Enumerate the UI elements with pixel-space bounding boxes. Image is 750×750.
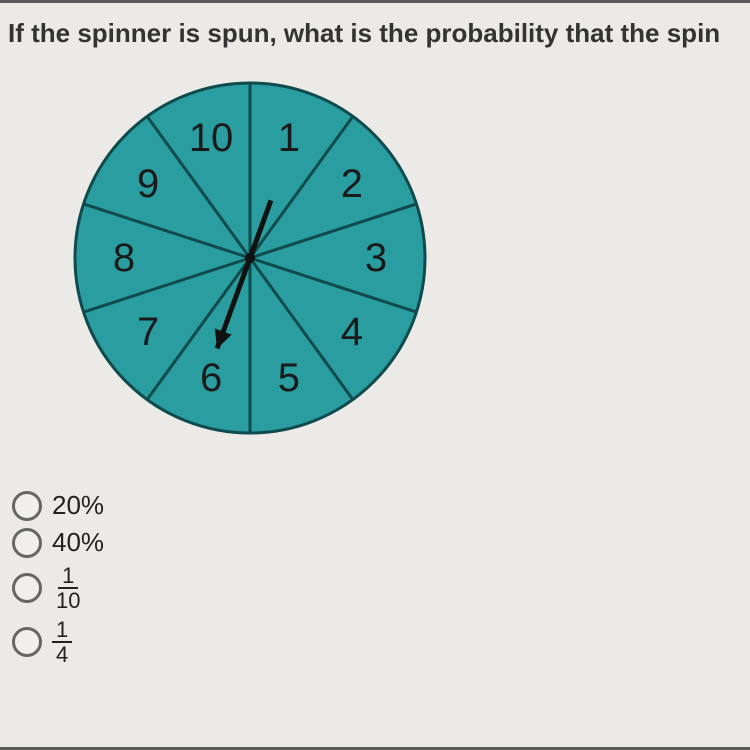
radio-icon[interactable] xyxy=(12,491,42,521)
answer-option-1[interactable]: 40% xyxy=(12,527,104,558)
svg-text:8: 8 xyxy=(113,236,135,280)
svg-text:4: 4 xyxy=(341,310,363,354)
answer-options: 20% 40% 110 14 xyxy=(12,490,104,672)
radio-icon[interactable] xyxy=(12,528,42,558)
svg-text:5: 5 xyxy=(278,356,300,400)
option-fraction: 110 xyxy=(52,564,84,612)
svg-text:6: 6 xyxy=(200,356,222,400)
radio-icon[interactable] xyxy=(12,627,42,657)
option-label: 40% xyxy=(52,527,104,558)
svg-text:2: 2 xyxy=(341,162,363,206)
svg-text:1: 1 xyxy=(278,116,300,160)
top-border xyxy=(0,0,750,3)
option-label: 20% xyxy=(52,490,104,521)
svg-text:3: 3 xyxy=(365,236,387,280)
question-text: If the spinner is spun, what is the prob… xyxy=(8,18,720,49)
answer-option-3[interactable]: 14 xyxy=(12,618,104,666)
svg-text:7: 7 xyxy=(137,310,159,354)
svg-text:9: 9 xyxy=(137,162,159,206)
answer-option-2[interactable]: 110 xyxy=(12,564,104,612)
option-fraction: 14 xyxy=(52,618,72,666)
svg-text:10: 10 xyxy=(189,116,234,160)
spinner-diagram: 12345 6789 10 xyxy=(70,78,430,438)
radio-icon[interactable] xyxy=(12,573,42,603)
answer-option-0[interactable]: 20% xyxy=(12,490,104,521)
